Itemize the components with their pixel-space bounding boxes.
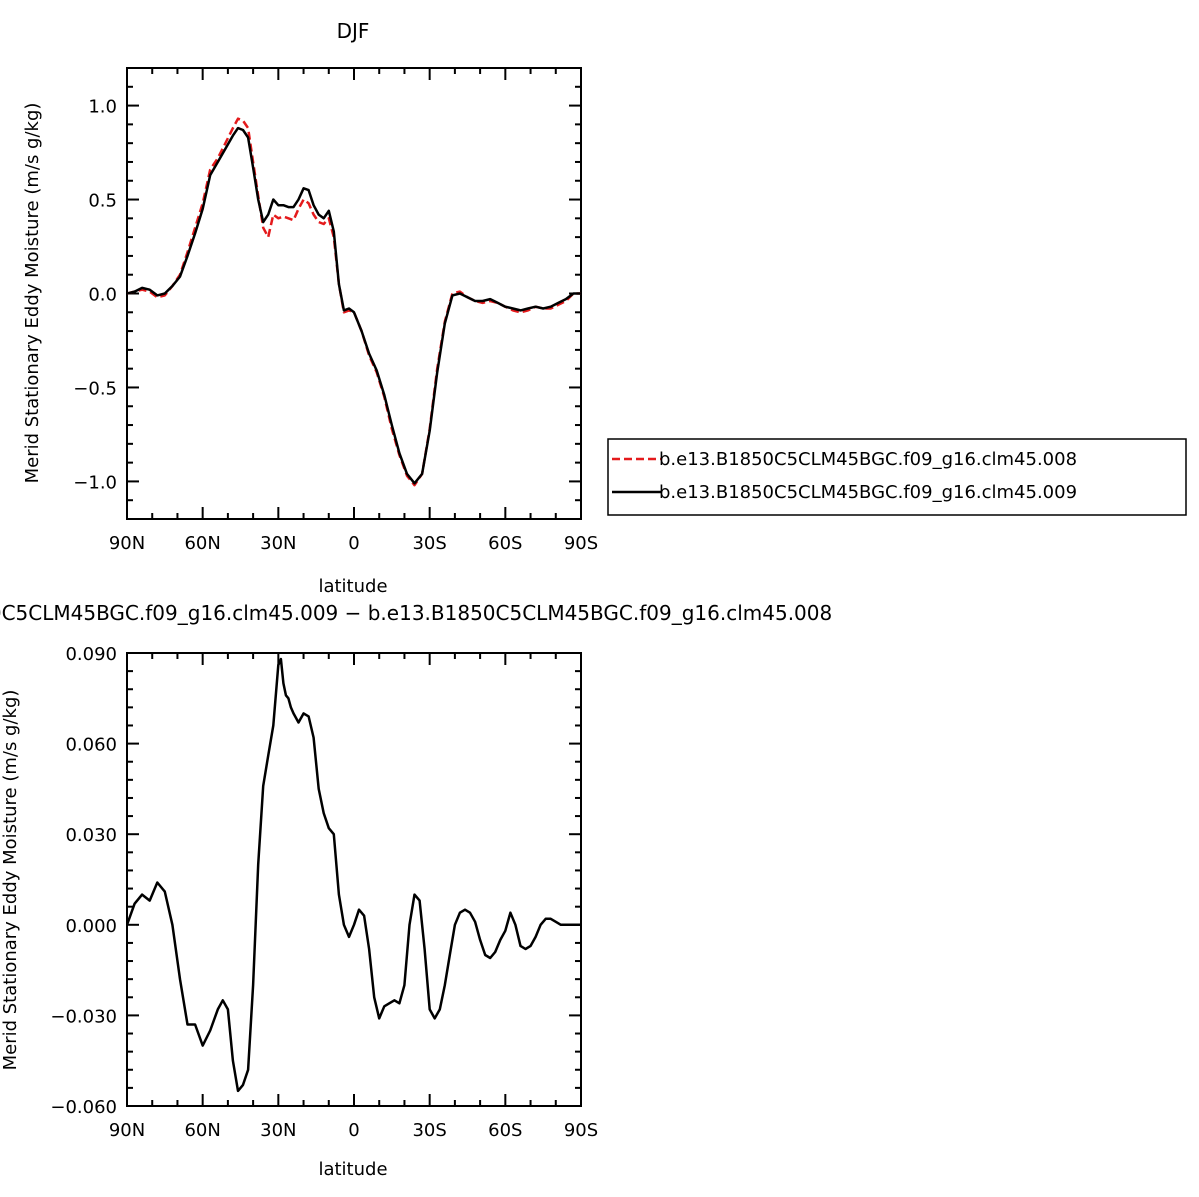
top-chart-title: DJF bbox=[337, 19, 370, 43]
legend-box bbox=[607, 438, 1187, 516]
top-x-tick-label: 60S bbox=[488, 533, 522, 554]
bottom-chart-frame bbox=[126, 652, 582, 1107]
top-x-tick-label: 90N bbox=[109, 533, 145, 554]
bottom-chart-y-axis-label: Merid Stationary Eddy Moisture (m/s g/kg… bbox=[0, 690, 21, 1071]
top-y-tick-label: −1.0 bbox=[73, 472, 117, 493]
top-series-line-1 bbox=[127, 126, 581, 485]
bottom-x-tick-label: 60S bbox=[488, 1120, 522, 1141]
bottom-chart-panel: b.e13.B1850C5CLM45BGC.f09_g16.clm45.009 … bbox=[0, 601, 832, 1180]
bottom-y-tick-label: 0.000 bbox=[65, 916, 117, 937]
top-chart-y-axis-label: Merid Stationary Eddy Moisture (m/s g/kg… bbox=[22, 103, 43, 484]
top-y-tick-label: 1.0 bbox=[88, 97, 117, 118]
bottom-series-line-0 bbox=[127, 657, 581, 1093]
bottom-x-tick-label: 60N bbox=[184, 1120, 220, 1141]
top-x-tick-label: 90S bbox=[564, 533, 598, 554]
top-x-tick-label: 0 bbox=[348, 533, 359, 554]
legend-label-series-008: b.e13.B1850C5CLM45BGC.f09_g16.clm45.008 bbox=[659, 449, 1077, 470]
bottom-y-tick-label: 0.090 bbox=[65, 644, 117, 665]
bottom-x-tick-label: 30S bbox=[412, 1120, 446, 1141]
bottom-y-tick-label: 0.060 bbox=[65, 735, 117, 756]
bottom-chart-title: b.e13.B1850C5CLM45BGC.f09_g16.clm45.009 … bbox=[0, 601, 832, 625]
bottom-chart-x-axis-label: latitude bbox=[318, 1159, 387, 1180]
top-x-tick-label: 60N bbox=[184, 533, 220, 554]
top-y-tick-label: −0.5 bbox=[73, 378, 117, 399]
top-chart-x-axis-label: latitude bbox=[318, 576, 387, 597]
legend: b.e13.B1850C5CLM45BGC.f09_g16.clm45.008 … bbox=[607, 438, 1187, 516]
top-y-tick-label: 0.5 bbox=[88, 191, 117, 212]
top-x-tick-label: 30S bbox=[412, 533, 446, 554]
top-chart-frame bbox=[126, 67, 582, 520]
bottom-x-tick-label: 90S bbox=[564, 1120, 598, 1141]
top-chart-panel: DJF 90N 60N 30N 0 30S 60S 90S 1.0 0.5 0.0 −0.5 −1.0… bbox=[22, 19, 598, 597]
top-chart-plot-area: 90N 60N 30N 0 30S 60S 90S 1.0 0.5 0.0 −0.5 −1.0 bbox=[73, 67, 598, 554]
bottom-x-tick-label: 30N bbox=[260, 1120, 296, 1141]
bottom-x-tick-label: 90N bbox=[109, 1120, 145, 1141]
bottom-y-tick-label: −0.030 bbox=[50, 1006, 117, 1027]
top-y-tick-label: 0.0 bbox=[88, 285, 117, 306]
bottom-x-tick-label: 0 bbox=[348, 1120, 359, 1141]
bottom-y-tick-label: −0.060 bbox=[50, 1097, 117, 1118]
top-x-tick-label: 30N bbox=[260, 533, 296, 554]
top-series-line-0 bbox=[127, 117, 581, 487]
bottom-y-tick-label: 0.030 bbox=[65, 825, 117, 846]
legend-label-series-009: b.e13.B1850C5CLM45BGC.f09_g16.clm45.009 bbox=[659, 482, 1077, 503]
bottom-chart-plot-area: 90N 60N 30N 0 30S 60S 90S 0.090 0.060 0.030 0.000 −… bbox=[50, 644, 598, 1141]
